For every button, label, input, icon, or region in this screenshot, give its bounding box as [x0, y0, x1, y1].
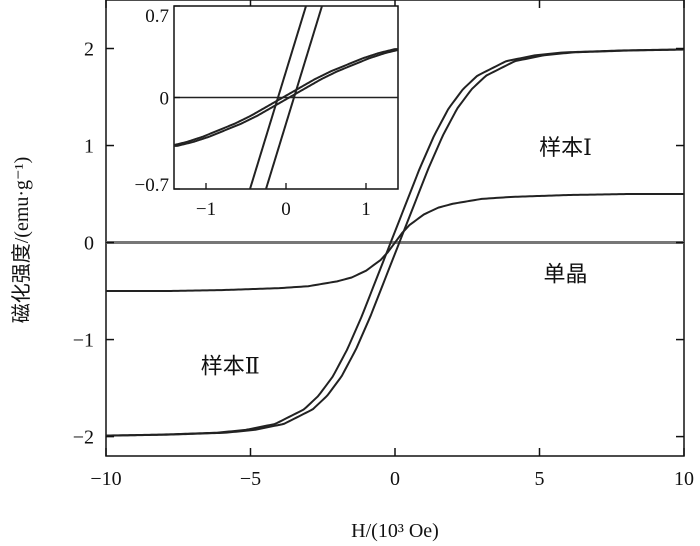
y-tick-label: −2	[73, 427, 94, 449]
inset-y-tick-label: 0.7	[145, 6, 169, 27]
inset-y-tick-label: −0.7	[135, 175, 169, 196]
y-tick-label: −1	[73, 330, 94, 352]
y-tick-label: 0	[84, 233, 94, 255]
inset-x-tick-label: 1	[361, 199, 371, 220]
curve-annotation: 单晶	[544, 261, 588, 286]
y-tick-label: 2	[84, 39, 94, 61]
series-line-main-0	[106, 193, 684, 293]
series-line-main-1-branch-1	[106, 48, 684, 437]
curve-annotation: 样本Ⅰ	[539, 135, 592, 160]
inset-y-tick-label: 0	[160, 89, 170, 110]
series-line-inset-0-branch-0	[174, 48, 398, 147]
inset-x-tick-label: 0	[281, 199, 291, 220]
inset-plot: −1 0 1 −0.7 0 0.7	[135, 5, 399, 220]
x-tick-label: −10	[90, 468, 121, 490]
x-tick-label: 10	[674, 468, 694, 490]
curve-annotation: 样本Ⅱ	[201, 354, 260, 379]
y-axis-label: 磁化强度/(emu·g⁻¹)	[10, 157, 33, 324]
inset-x-tick-label: −1	[196, 199, 216, 220]
y-tick-label: 1	[84, 136, 94, 158]
x-tick-label: 5	[535, 468, 545, 490]
x-axis-label: H/(10³ Oe)	[351, 520, 439, 542]
series-line-inset-1-branch-0	[264, 6, 324, 189]
x-tick-label: 0	[390, 468, 400, 490]
series-line-inset-1-branch-1	[248, 6, 308, 189]
x-tick-label: −5	[240, 468, 261, 490]
series-line-inset-0-branch-1	[174, 48, 398, 147]
